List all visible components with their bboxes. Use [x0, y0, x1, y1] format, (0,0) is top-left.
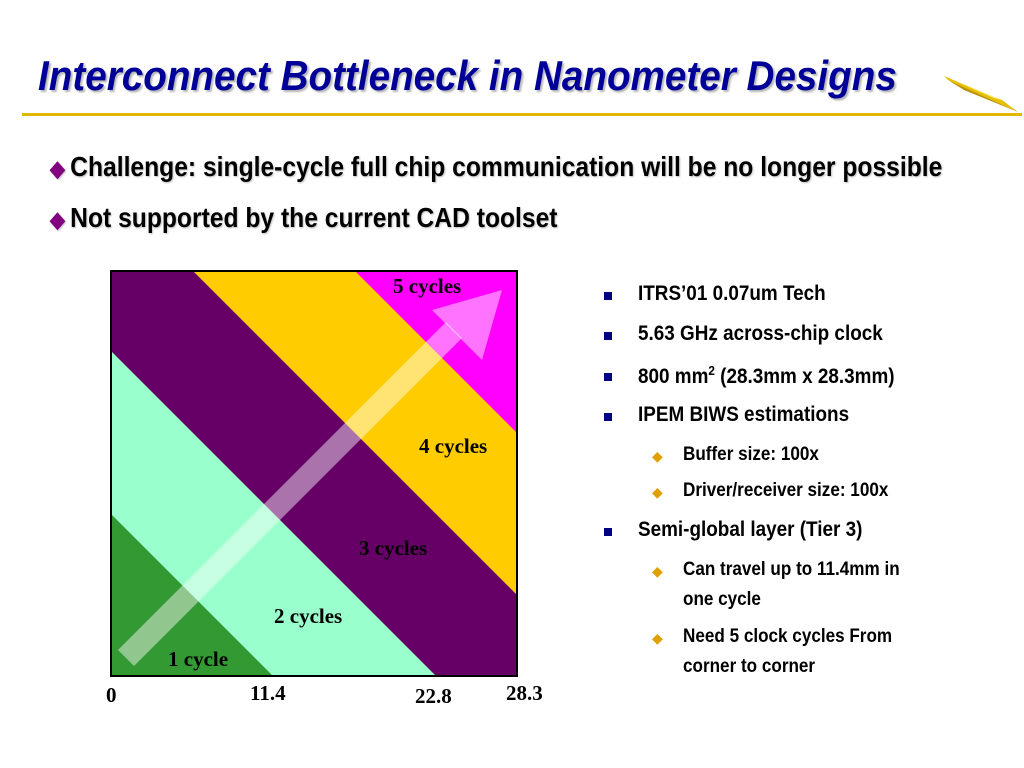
x-tick-22-8: 22.8 [415, 684, 452, 708]
cycle-region-chart [110, 270, 518, 677]
sub-item-travel-l2: one cycle [683, 589, 761, 610]
region-label-4: 4 cycles [419, 434, 488, 458]
cycle-region-2 [112, 352, 436, 676]
list-item-semiglobal: Semi-global layer (Tier 3) [638, 518, 863, 541]
sub-item-corner-l1: Need 5 clock cycles From [683, 626, 893, 647]
diagonal-arrow-shaft [118, 322, 462, 666]
slide-title: Interconnect Bottleneck in Nanometer Des… [38, 52, 897, 99]
sub-item-buffer: Buffer size: 100x [683, 444, 819, 465]
x-tick-0: 0 [106, 683, 117, 707]
square-bullet-icon [604, 413, 612, 421]
square-bullet-icon [604, 528, 612, 536]
sub-item-travel-l1: Can travel up to 11.4mm in [683, 559, 900, 580]
area-text: 800 mm [638, 365, 709, 388]
region-label-5: 5 cycles [393, 274, 462, 298]
bullet-challenge-text: Challenge: single-cycle full chip commun… [70, 151, 943, 182]
region-label-2: 2 cycles [274, 604, 343, 628]
cycle-region-1 [112, 515, 273, 676]
region-label-1: 1 cycle [168, 647, 229, 671]
diamond-icon: ◆ [50, 207, 65, 232]
orange-diamond-icon: ◆ [652, 630, 663, 646]
diamond-icon: ◆ [50, 156, 65, 181]
square-bullet-icon [604, 373, 612, 381]
diagonal-arrow-head [432, 290, 502, 360]
area-dims: (28.3mm x 28.3mm) [714, 365, 895, 388]
gold-wedge-logo-icon [944, 76, 1018, 112]
sub-item-driver: Driver/receiver size: 100x [683, 480, 889, 501]
x-tick-28-3: 28.3 [506, 681, 543, 705]
orange-diamond-icon: ◆ [652, 484, 663, 500]
chart-frame [110, 270, 518, 677]
area-superscript: 2 [708, 363, 715, 378]
orange-diamond-icon: ◆ [652, 563, 663, 579]
list-item-itrs: ITRS’01 0.07um Tech [638, 282, 826, 305]
list-item-area: 800 mm2 (28.3mm x 28.3mm) [638, 363, 895, 389]
square-bullet-icon [604, 332, 612, 340]
x-tick-11-4: 11.4 [250, 681, 286, 705]
region-label-3: 3 cycles [359, 536, 428, 560]
bullet-cad-text: Not supported by the current CAD toolset [70, 202, 558, 233]
sub-item-corner-l2: corner to corner [683, 656, 816, 677]
square-bullet-icon [604, 292, 612, 300]
list-item-ipem: IPEM BIWS estimations [638, 403, 850, 426]
bullet-challenge: ◆ Challenge: single-cycle full chip commu… [50, 151, 942, 183]
bullet-cad: ◆ Not supported by the current CAD toolse… [50, 202, 558, 234]
title-underline [22, 113, 1022, 116]
orange-diamond-icon: ◆ [652, 448, 663, 464]
list-item-clock: 5.63 GHz across-chip clock [638, 322, 883, 345]
